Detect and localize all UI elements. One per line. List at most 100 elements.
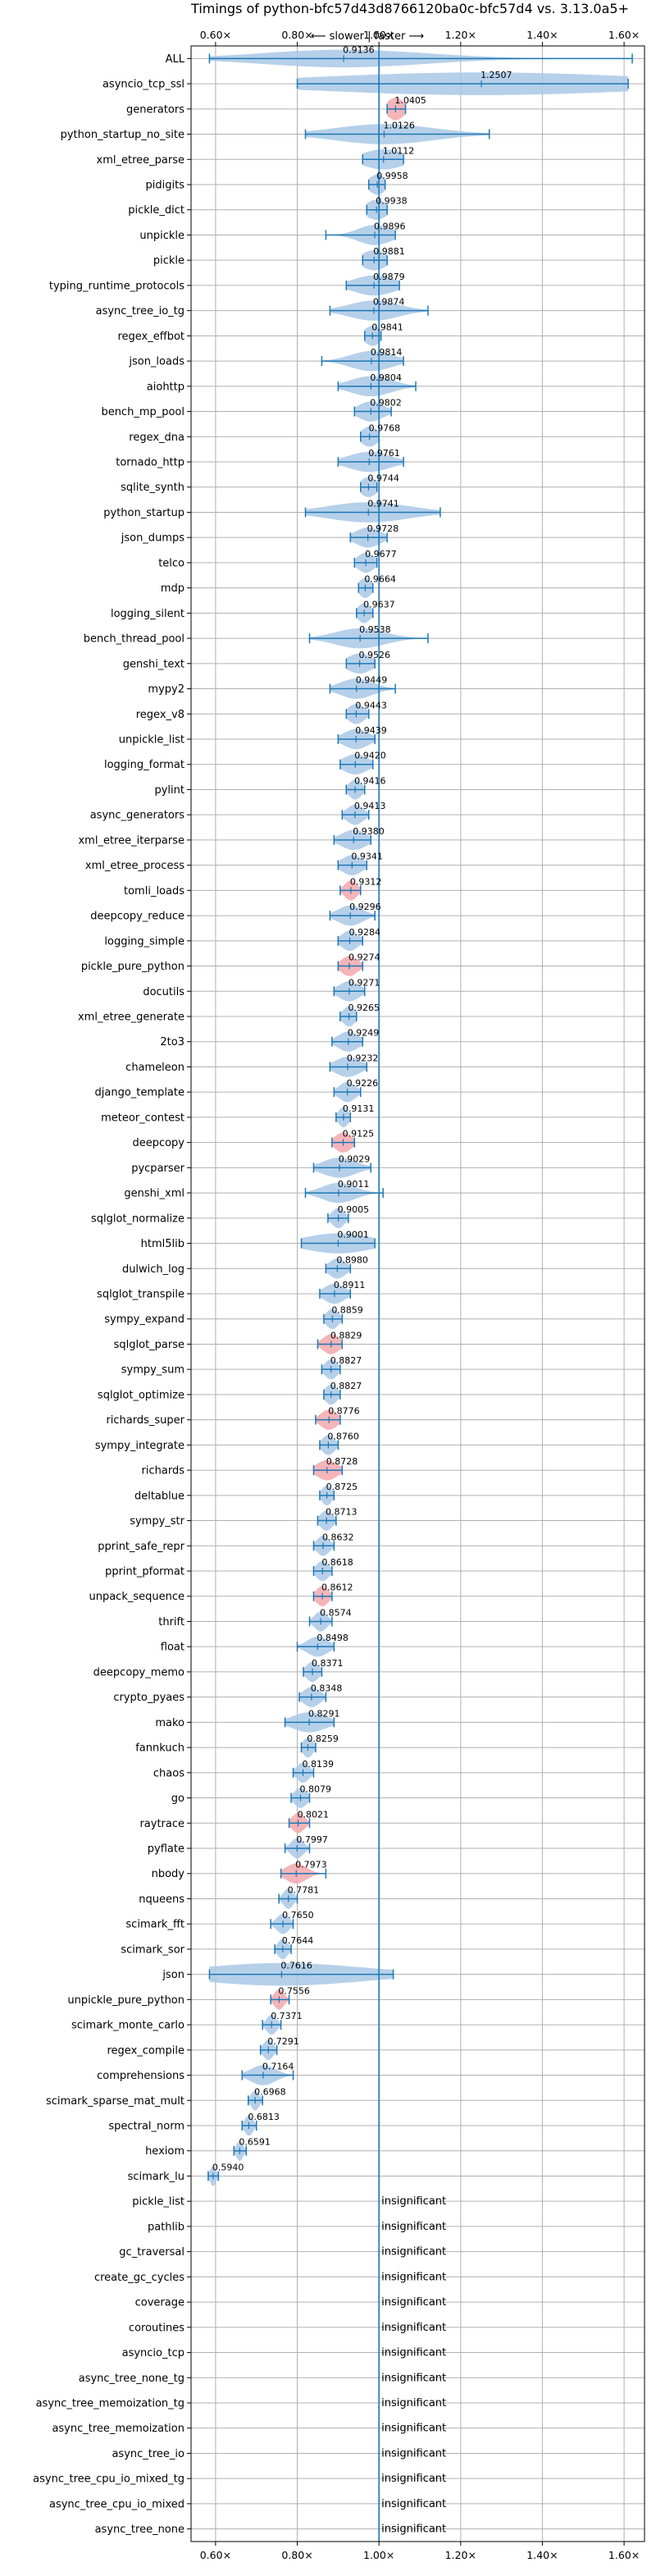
category-label: typing_runtime_protocols [49,280,184,292]
value-label: 0.8498 [317,1633,348,1643]
value-label: 0.8859 [331,1305,363,1316]
value-label: 0.8827 [330,1381,362,1391]
category-label: unpickle_pure_python [67,1994,184,2007]
value-label: 0.9677 [365,549,397,560]
category-label: python_startup_no_site [61,129,184,141]
x-tick-label-bottom: 1.00× [363,2549,394,2561]
category-label: logging_silent [111,608,184,620]
category-label: xml_etree_generate [78,1012,184,1024]
value-label: 0.9744 [367,473,399,484]
value-label: 0.9538 [359,624,391,635]
category-label: mypy2 [148,683,184,696]
category-label: sqlglot_normalize [91,1213,184,1225]
value-label: 0.8980 [336,1254,368,1265]
value-label: 0.8713 [326,1507,358,1518]
value-label: 0.6591 [239,2137,271,2148]
value-label: 1.0405 [394,95,426,106]
value-label: 0.9136 [343,44,375,55]
insignificant-label: insignificant [381,2221,446,2233]
category-label: async_tree_cpu_io_mixed_tg [33,2473,184,2486]
category-label: genshi_text [123,658,184,670]
category-label: comprehensions [97,2070,184,2082]
value-label: 0.9761 [368,448,400,459]
category-label: coverage [135,2297,184,2309]
value-label: 0.8632 [322,1532,354,1542]
category-label: async_tree_memoization_tg [36,2398,184,2410]
value-label: 0.8618 [321,1557,353,1568]
category-label: regex_effbot [117,331,184,343]
value-label: 0.8371 [312,1658,344,1669]
x-tick-label-bottom: 0.60× [200,2549,231,2561]
category-label: scimark_sor [121,1943,184,1956]
value-label: 0.9443 [355,700,387,710]
category-label: async_generators [90,810,185,822]
category-label: regex_compile [107,2044,184,2057]
category-label: telco [158,557,184,569]
category-label: pidigits [146,180,185,192]
category-label: regex_v8 [136,709,184,721]
category-label: tornado_http [116,457,184,469]
value-label: 0.9249 [348,1028,380,1039]
category-label: pathlib [148,2221,184,2233]
category-label: sqlglot_transpile [97,1289,184,1301]
category-label: 2to3 [160,1036,184,1048]
category-label: aiohttp [147,381,184,393]
category-label: deepcopy_memo [93,1666,184,1679]
category-label: sqlglot_optimize [98,1389,184,1401]
category-label: richards [142,1465,185,1478]
value-label: 0.8911 [334,1280,366,1290]
value-label: 0.9728 [367,523,399,534]
category-label: deepcopy [132,1137,184,1149]
category-label: sqlglot_parse [114,1339,184,1351]
value-label: 0.8139 [302,1759,334,1770]
category-label: json_loads [128,356,184,368]
x-tick-label-bottom: 1.20× [445,2549,476,2561]
category-label: mako [155,1717,184,1729]
value-label: 0.8827 [330,1355,362,1366]
value-label: 0.9416 [354,775,386,786]
axis-layer: 0.60× 0.60× 0.80× 0.80× 1.00× 1.00× 1.20× 1.20×… [33,29,645,2561]
value-label: 0.9380 [353,826,385,837]
x-tick-label-top: 1.20× [445,29,476,41]
category-label: richards_super [106,1414,184,1427]
insignificant-label: insignificant [381,2423,446,2435]
category-label: sympy_integrate [95,1440,184,1452]
value-label: 0.7781 [288,1884,320,1895]
value-label: 0.9879 [373,272,405,282]
value-label: 0.9005 [338,1204,370,1215]
value-label: 0.9029 [339,1153,371,1164]
category-label: dulwich_log [122,1263,184,1276]
value-label: 0.9011 [338,1179,370,1190]
value-label: 0.5940 [212,2162,244,2172]
insignificant-label: insignificant [381,2447,446,2460]
violin-layer [207,46,633,2542]
category-label: asyncio_tcp_ssl [102,79,184,91]
category-label: generators [126,103,184,116]
insignificant-label: insignificant [381,2498,446,2510]
value-label: 0.9232 [347,1053,379,1063]
category-label: json_dumps [121,532,184,545]
category-label: unpickle [139,230,184,242]
value-label: 0.7644 [282,1935,314,1946]
value-label: 0.9526 [359,650,391,660]
value-label: 0.9637 [363,599,395,610]
x-tick-label-top: 0.80× [281,29,312,41]
value-label: 0.9274 [348,952,380,963]
value-label: 0.9413 [354,801,386,811]
value-label: 0.9938 [376,196,408,207]
chart-subtitle: ⟵ slower | faster ⟶ [311,30,424,43]
category-label: pprint_safe_repr [98,1541,184,1553]
value-label: 0.8291 [308,1708,340,1719]
category-label: async_tree_none [95,2523,184,2536]
category-label: float [161,1642,184,1654]
value-label: 0.9768 [369,422,401,433]
category-label: bench_thread_pool [84,633,184,646]
value-label: 0.9341 [351,852,383,862]
category-label: create_gc_cycles [94,2272,184,2284]
category-label: scimark_fft [125,1919,184,1931]
category-label: async_tree_cpu_io_mixed [49,2498,184,2510]
value-label: 1.2507 [481,70,512,80]
value-label: 0.8728 [326,1456,358,1467]
value-label: 0.9312 [350,876,382,887]
